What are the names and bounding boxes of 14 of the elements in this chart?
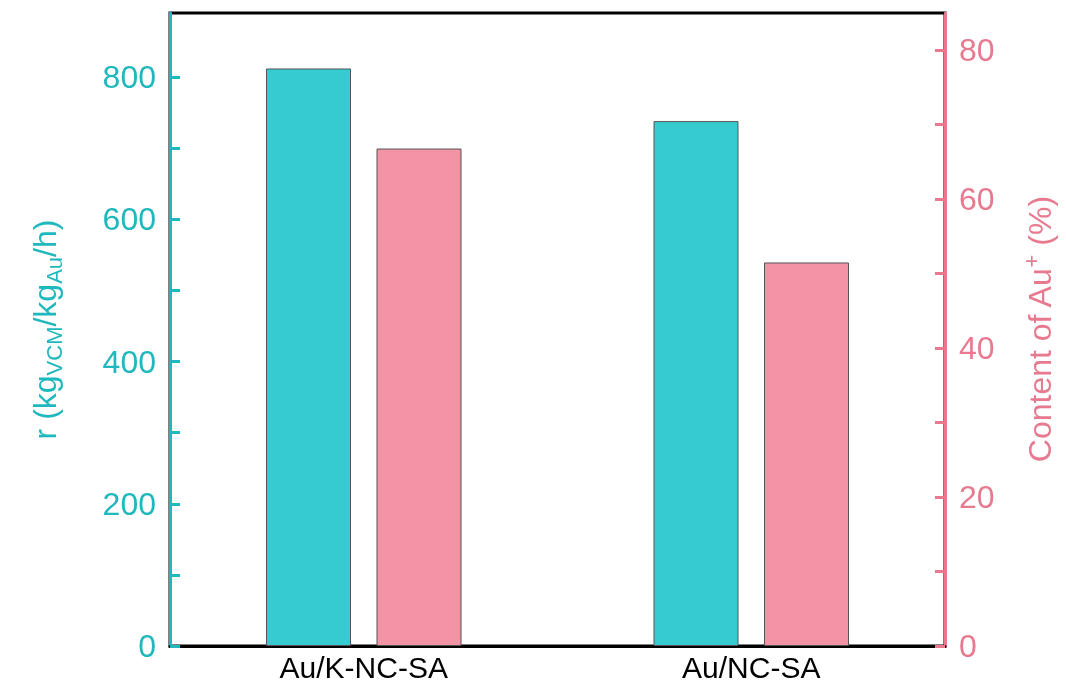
y-axis-title: r (kgVCM/kgAu/h)	[27, 219, 67, 440]
y-tick-label: 800	[102, 59, 156, 96]
y2-tick-label: 0	[959, 628, 977, 664]
y-tick-label: 200	[102, 485, 156, 522]
y2-tick-label: 60	[959, 181, 995, 218]
y2-tick-label: 40	[959, 330, 995, 367]
y-tick-label: 0	[138, 628, 156, 664]
y-tick-label: 600	[102, 201, 156, 238]
y2-tick-label: 20	[959, 479, 995, 516]
y-tick-label: 400	[102, 343, 156, 380]
x-tick-label: Au/NC-SA	[682, 650, 821, 684]
y2-axis-title: Content of Au+ (%)	[1018, 195, 1058, 463]
y2-tick-label: 80	[959, 32, 995, 69]
x-tick-label: Au/K-NC-SA	[279, 650, 448, 684]
